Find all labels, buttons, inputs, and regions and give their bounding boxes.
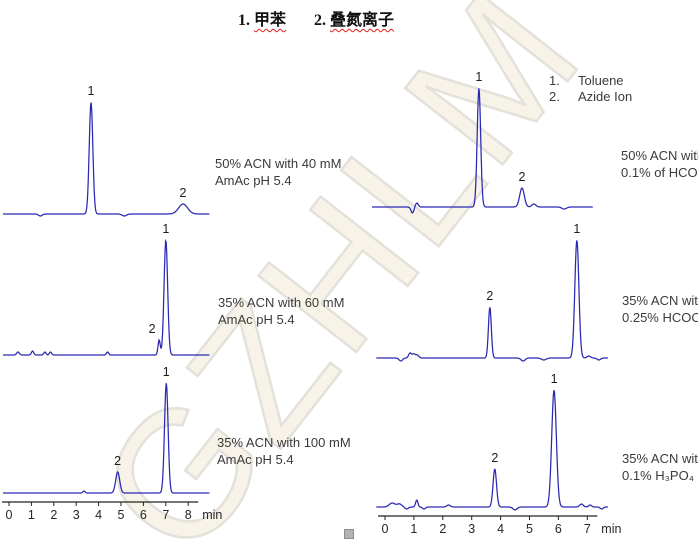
legend-item-azide: 2. Azide Ion: [549, 89, 632, 105]
x-tick-label: 1: [410, 522, 417, 536]
condition-line: 50% ACN with 40 mM: [215, 156, 342, 171]
title-analyte-1: 甲苯: [254, 12, 287, 29]
condition-line: 35% ACN with 60 mM: [218, 295, 345, 310]
condition-line: 35% ACN with: [622, 293, 698, 308]
peak-label: 2: [114, 454, 121, 468]
condition-label-right-middle: 35% ACN with 0.25% HCOOH: [622, 292, 698, 326]
condition-line: 0.25% HCOOH: [622, 310, 698, 325]
trace-path: [372, 88, 593, 214]
condition-line: AmAc pH 5.4: [215, 173, 292, 188]
x-tick-label: 7: [584, 522, 591, 536]
peak-label: 2: [149, 322, 156, 336]
x-tick-label: 6: [140, 508, 147, 522]
condition-label-left-top: 50% ACN with 40 mM AmAc pH 5.4: [215, 155, 341, 189]
x-axis-unit-label: min: [601, 522, 621, 536]
trace-path: [376, 240, 608, 362]
chromatogram-right-middle: 21: [376, 222, 608, 362]
x-tick-label: 4: [497, 522, 504, 536]
x-tick-label: 1: [28, 508, 35, 522]
condition-line: AmAc pH 5.4: [217, 452, 294, 467]
x-tick-label: 0: [382, 522, 389, 536]
legend-num: 2.: [549, 89, 560, 104]
condition-label-right-top: 50% ACN with 0.1% of HCOOH: [621, 147, 698, 181]
peak-label: 2: [519, 170, 526, 184]
chromatogram-left-middle: 21: [3, 222, 210, 356]
gray-square-marker: [344, 529, 354, 539]
peak-label: 2: [180, 186, 187, 200]
condition-line: 0.1% of HCOOH: [621, 165, 698, 180]
title-num-2: 2.: [314, 12, 327, 29]
figure-title: 1. 甲苯 2. 叠氮离子: [238, 6, 394, 30]
legend-item-toluene: 1. Toluene: [549, 73, 632, 89]
x-tick-label: 7: [162, 508, 169, 522]
peak-label: 2: [491, 451, 498, 465]
legend-num: 1.: [549, 73, 560, 88]
title-analyte-2: 叠氮离子: [330, 12, 395, 29]
condition-label-left-bottom: 35% ACN with 100 mM AmAc pH 5.4: [217, 434, 351, 468]
x-tick-label: 2: [50, 508, 57, 522]
x-tick-label: 6: [555, 522, 562, 536]
x-tick-label: 0: [6, 508, 13, 522]
title-num-1: 1.: [238, 12, 250, 29]
legend: 1. Toluene 2. Azide Ion: [549, 73, 632, 105]
peak-label: 1: [88, 84, 95, 98]
x-tick-label: 4: [95, 508, 102, 522]
x-tick-label: 2: [439, 522, 446, 536]
trace-path: [376, 390, 608, 511]
trace-path: [3, 238, 210, 356]
peak-label: 2: [486, 289, 493, 303]
condition-label-right-bottom: 35% ACN with 0.1% H₃PO₄: [622, 450, 698, 484]
chromatogram-left-bottom: 2 1 0 1 2 3 4 5 6 7 8 min: [2, 365, 222, 522]
condition-line: 35% ACN with 100 mM: [217, 435, 351, 450]
condition-line: 35% ACN with: [622, 451, 698, 466]
x-tick-label: 3: [468, 522, 475, 536]
chromatogram-left-top: 12: [3, 84, 210, 217]
peak-label: 1: [475, 70, 482, 84]
condition-label-left-middle: 35% ACN with 60 mM AmAc pH 5.4: [218, 294, 344, 328]
chromatogram-right-top: 12: [372, 70, 593, 214]
peak-label: 1: [163, 365, 170, 379]
peak-label: 1: [551, 372, 558, 386]
peak-label: 1: [162, 222, 169, 236]
condition-line: 50% ACN with: [621, 148, 698, 163]
x-tick-label: 5: [118, 508, 125, 522]
legend-label: Azide Ion: [578, 89, 633, 104]
trace-path: [3, 102, 210, 217]
x-tick-label: 8: [185, 508, 192, 522]
x-axis-unit-label: min: [202, 508, 222, 522]
condition-line: 0.1% H₃PO₄: [622, 468, 695, 483]
chromatogram-right-bottom: 2 1 0 1 2 3 4 5 6 7 min: [376, 372, 621, 536]
x-tick-label: 3: [73, 508, 80, 522]
peak-label: 1: [573, 222, 580, 236]
trace-path: [3, 383, 210, 494]
condition-line: AmAc pH 5.4: [218, 312, 295, 327]
legend-label: Toluene: [578, 73, 624, 88]
x-tick-label: 5: [526, 522, 533, 536]
